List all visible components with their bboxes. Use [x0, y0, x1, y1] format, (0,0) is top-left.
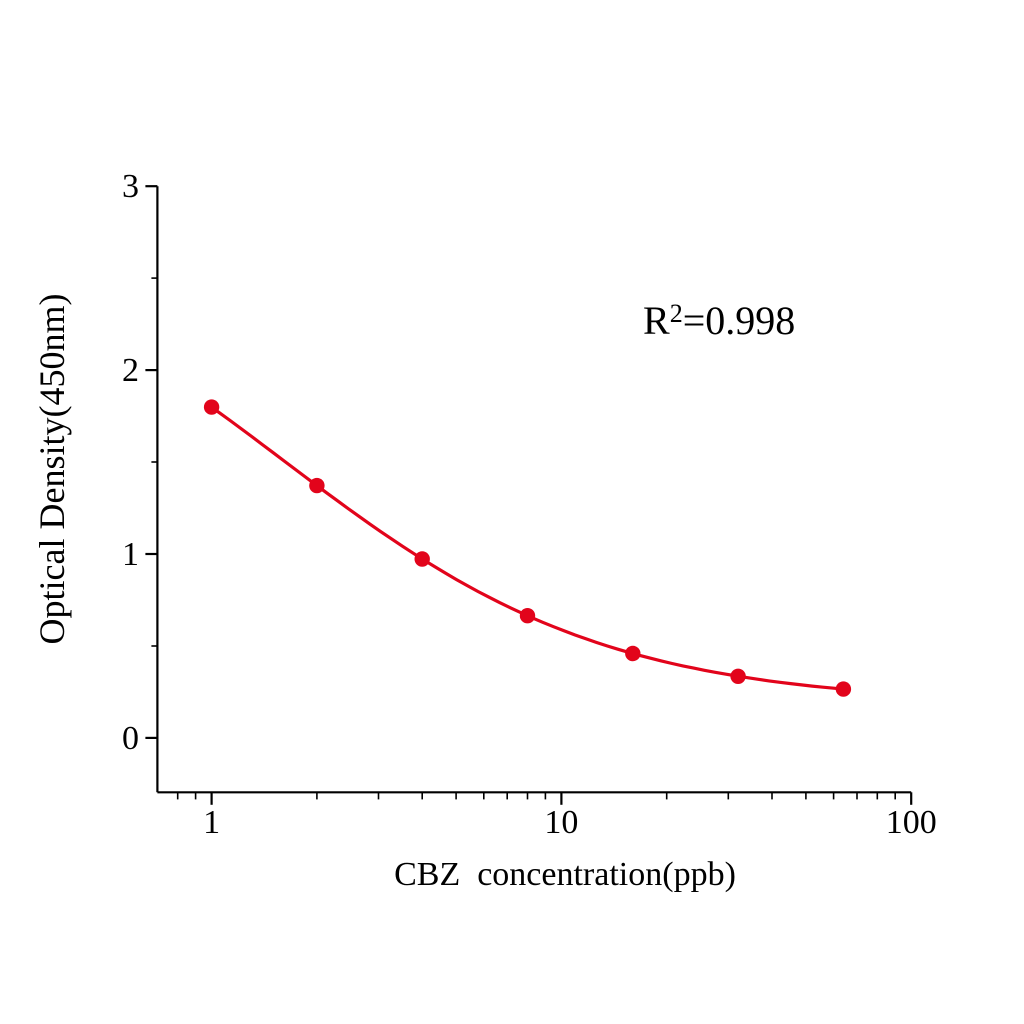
svg-text:10: 10 — [544, 804, 578, 841]
svg-text:R2=0.998: R2=0.998 — [643, 298, 795, 343]
svg-text:0: 0 — [122, 720, 139, 757]
svg-text:100: 100 — [886, 804, 937, 841]
svg-text:1: 1 — [203, 804, 220, 841]
svg-text:1: 1 — [122, 536, 139, 573]
svg-text:CBZ concentration(ppb): CBZ concentration(ppb) — [394, 856, 736, 893]
svg-text:Optical Density(450nm): Optical Density(450nm) — [32, 294, 72, 645]
svg-text:3: 3 — [122, 168, 139, 205]
svg-text:2: 2 — [122, 352, 139, 389]
